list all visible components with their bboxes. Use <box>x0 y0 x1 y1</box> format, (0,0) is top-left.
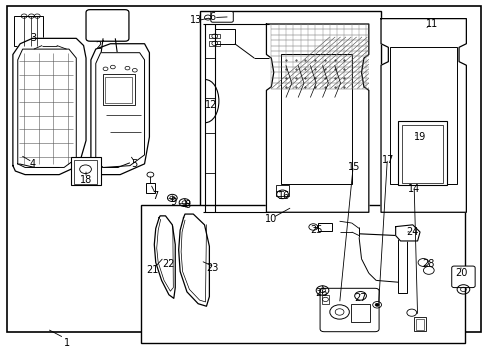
Text: 25: 25 <box>310 225 322 235</box>
Polygon shape <box>96 53 144 167</box>
Text: 1: 1 <box>63 338 69 348</box>
FancyBboxPatch shape <box>86 10 129 41</box>
Polygon shape <box>178 214 209 306</box>
Text: 10: 10 <box>264 215 277 224</box>
FancyBboxPatch shape <box>320 288 378 332</box>
Text: 22: 22 <box>163 259 175 269</box>
Text: 13: 13 <box>189 15 202 26</box>
Text: 20: 20 <box>454 268 467 278</box>
Bar <box>413 317 425 330</box>
Text: 2: 2 <box>95 41 101 50</box>
Text: 12: 12 <box>205 100 217 110</box>
Text: 17: 17 <box>382 155 394 165</box>
Text: 19: 19 <box>413 132 426 142</box>
FancyBboxPatch shape <box>451 266 474 288</box>
Bar <box>321 295 328 304</box>
Polygon shape <box>154 216 175 298</box>
Bar <box>74 160 97 184</box>
Text: 27: 27 <box>354 293 366 303</box>
Text: 3: 3 <box>31 33 37 43</box>
Bar <box>350 304 369 321</box>
Bar <box>397 230 406 293</box>
Polygon shape <box>266 24 368 212</box>
Bar <box>281 54 351 184</box>
Text: 15: 15 <box>347 162 360 172</box>
Text: 5: 5 <box>131 159 138 169</box>
Circle shape <box>374 303 378 306</box>
Bar <box>103 74 135 105</box>
FancyBboxPatch shape <box>210 12 233 22</box>
Text: 14: 14 <box>407 184 420 194</box>
Text: 9: 9 <box>170 197 177 207</box>
Text: 26: 26 <box>315 288 327 298</box>
Text: 21: 21 <box>146 265 159 275</box>
Polygon shape <box>13 39 86 175</box>
Bar <box>141 205 464 343</box>
Text: 11: 11 <box>425 19 437 29</box>
Bar <box>199 12 380 221</box>
Text: 6: 6 <box>209 12 215 22</box>
Bar <box>397 121 446 185</box>
Bar <box>209 41 220 45</box>
Bar <box>215 30 234 44</box>
Polygon shape <box>91 44 149 175</box>
Bar <box>105 77 132 103</box>
Bar <box>276 185 288 196</box>
Text: 8: 8 <box>183 200 190 210</box>
Text: 23: 23 <box>206 263 219 273</box>
Text: 7: 7 <box>152 191 159 201</box>
Bar <box>315 259 431 336</box>
Text: 18: 18 <box>80 175 92 185</box>
Text: 16: 16 <box>278 191 290 201</box>
Bar <box>209 34 220 39</box>
Bar <box>415 319 423 329</box>
Polygon shape <box>18 49 76 167</box>
Bar <box>14 16 42 45</box>
Text: 28: 28 <box>422 259 434 269</box>
Text: 4: 4 <box>29 159 35 169</box>
Bar <box>317 223 331 231</box>
Bar <box>401 126 442 183</box>
Bar <box>71 157 101 185</box>
Bar <box>389 47 456 184</box>
Polygon shape <box>380 19 466 212</box>
Polygon shape <box>395 225 419 241</box>
Text: 24: 24 <box>406 227 418 237</box>
Bar <box>145 183 155 193</box>
